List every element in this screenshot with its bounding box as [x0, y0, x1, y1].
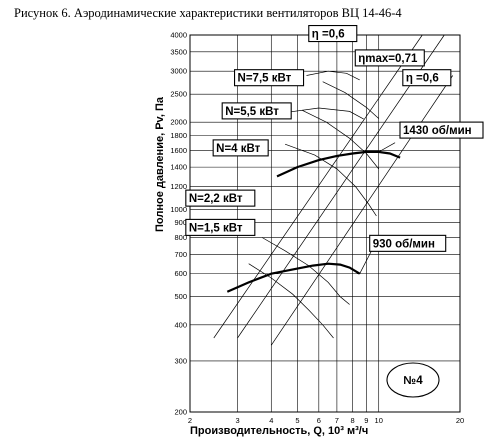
y-tick-label: 700 [174, 250, 187, 259]
power-curve-1-5kw [248, 263, 334, 339]
power-curve-2-2kw [261, 237, 350, 305]
y-tick-label: 1200 [170, 182, 187, 191]
efficiency-ray-right [271, 75, 453, 346]
efficiency-ray-left [213, 34, 423, 339]
y-axis-label: Полное давление, Pv, Па [154, 96, 166, 232]
y-tick-label: 3500 [170, 47, 187, 56]
x-tick-label: 9 [364, 416, 368, 425]
series-label-1430: 1430 об/мин [403, 125, 472, 137]
efficiency-label-left-box [308, 24, 358, 43]
power-label-1-5kw-box [185, 218, 256, 236]
power-label-4kw: N=4 кВт [216, 143, 261, 155]
y-tick-label: 500 [174, 292, 187, 301]
power-label-5-5kw-box [221, 102, 292, 120]
efficiency-label-right: η =0,6 [406, 73, 439, 85]
y-tick-label: 4000 [170, 31, 187, 40]
pressure-curve-upper [306, 70, 360, 81]
efficiency-label-right-box [402, 69, 452, 87]
leader-1430 [378, 142, 396, 153]
efficiency-label-max: ηmax=0,71 [358, 53, 418, 65]
y-tick-label: 200 [174, 408, 187, 417]
x-tick-label: 4 [269, 416, 273, 425]
y-tick-label: 2000 [170, 118, 187, 127]
efficiency-label-left: η =0,6 [312, 29, 345, 41]
chart-title: Рисунок 6. Аэродинамические характеристи… [14, 6, 402, 20]
efficiency-label-max-box [354, 49, 425, 67]
size-badge-label: №4 [403, 375, 423, 387]
y-tick-label: 900 [174, 218, 187, 227]
power-label-7-5kw-box [233, 69, 305, 87]
x-tick-label: 6 [317, 416, 321, 425]
y-tick-label: 1000 [170, 205, 187, 214]
x-tick-label: 3 [235, 416, 239, 425]
power-label-7-5kw: N=7,5 кВт [238, 73, 292, 85]
series-line-1 [226, 262, 361, 293]
series-label-1430-box [399, 121, 484, 139]
power-label-2-2kw: N=2,2 кВт [189, 193, 243, 205]
pressure-curve-mid [276, 107, 364, 120]
power-curve-7-5kw [322, 81, 379, 119]
power-curve-5-5kw [301, 109, 379, 170]
y-tick-label: 1800 [170, 131, 187, 140]
x-axis-label: Производительность, Q, 10³ м³/ч [190, 425, 368, 437]
power-label-1-5kw: N=1,5 кВт [189, 222, 243, 234]
x-tick-label: 5 [295, 416, 299, 425]
power-curve-4kw [284, 143, 377, 217]
size-badge [386, 362, 440, 398]
leader-930 [359, 250, 372, 274]
series-label-930-box [369, 234, 447, 252]
y-tick-label: 300 [174, 356, 187, 365]
y-tick-label: 2500 [170, 90, 187, 99]
y-tick-label: 800 [174, 233, 187, 242]
x-tick-label: 2 [188, 416, 192, 425]
power-label-5-5kw: N=5,5 кВт [225, 106, 279, 118]
y-tick-label: 3000 [170, 67, 187, 76]
y-tick-label: 1600 [170, 146, 187, 155]
power-label-4kw-box [212, 139, 269, 157]
x-tick-label: 20 [456, 416, 464, 425]
x-tick-label: 7 [335, 416, 339, 425]
y-tick-label: 1400 [170, 163, 187, 172]
y-tick-label: 400 [174, 320, 187, 329]
y-tick-label: 600 [174, 269, 187, 278]
x-tick-label: 8 [350, 416, 354, 425]
power-label-2-2kw-box [185, 189, 256, 207]
series-label-930: 930 об/мин [373, 238, 435, 250]
x-tick-label: 10 [375, 416, 383, 425]
series-line-0 [276, 150, 401, 178]
